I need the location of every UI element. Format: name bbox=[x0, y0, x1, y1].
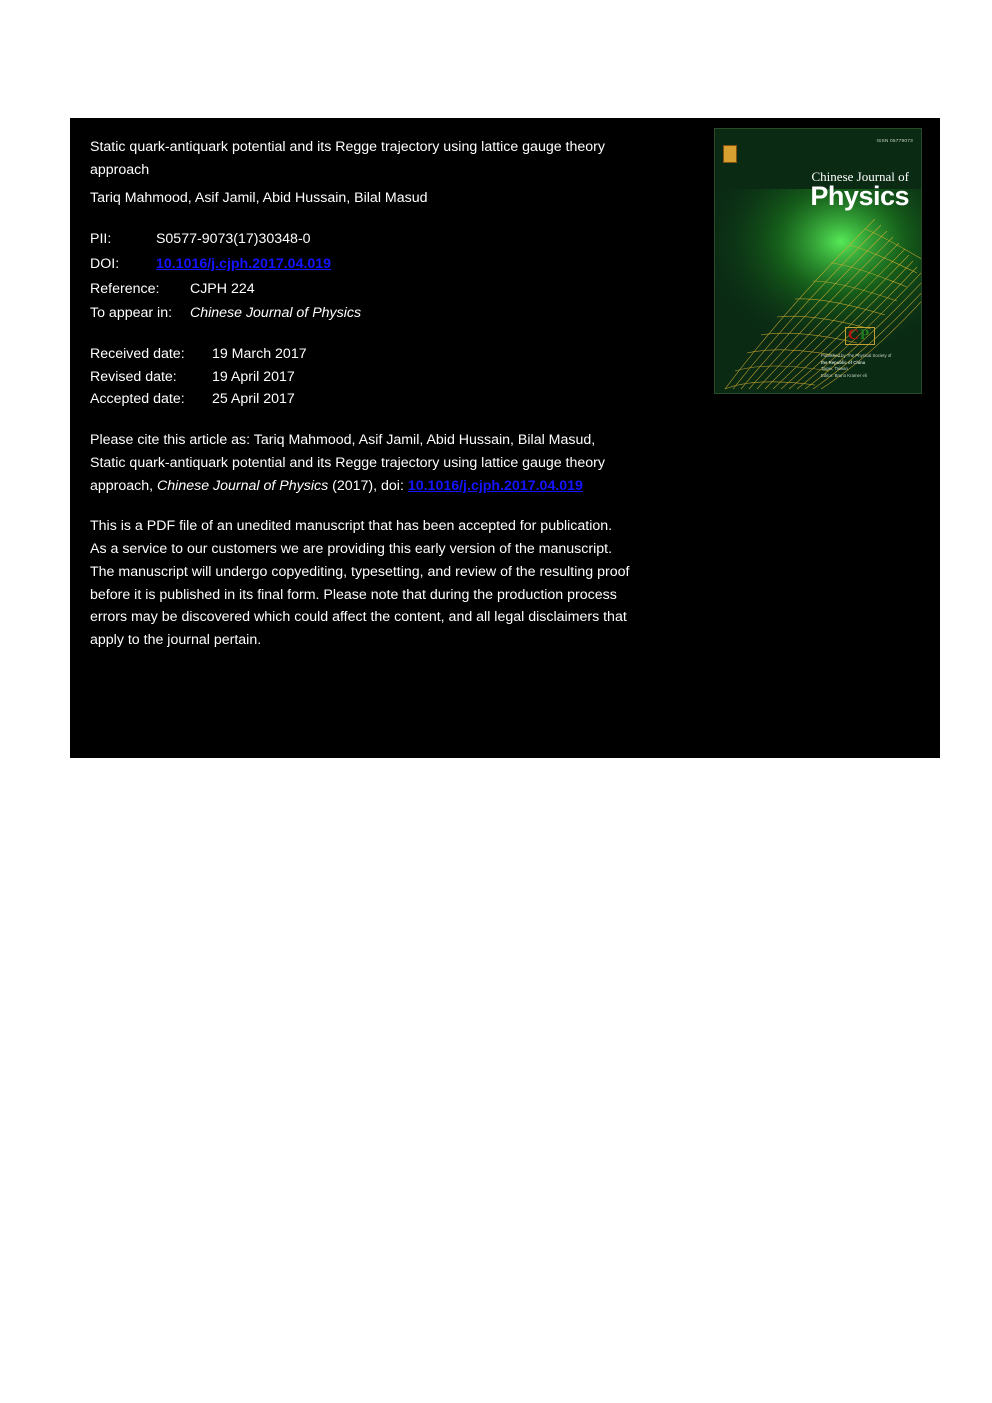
reference-label: Reference: bbox=[90, 278, 186, 301]
revised-date: 19 April 2017 bbox=[212, 369, 295, 385]
elsevier-logo-icon bbox=[723, 145, 737, 163]
appear-in-journal: Chinese Journal of Physics bbox=[190, 305, 361, 321]
reference-value: CJPH 224 bbox=[190, 281, 255, 297]
received-date: 19 March 2017 bbox=[212, 346, 307, 362]
disclaimer-text: This is a PDF file of an unedited manusc… bbox=[90, 515, 630, 651]
cp-logo-icon: CP bbox=[845, 327, 875, 345]
cover-journal-title: Chinese Journal of Physics bbox=[810, 169, 909, 212]
revised-label: Revised date: bbox=[90, 366, 208, 389]
accepted-manuscript-panel: ISSN 05779073 bbox=[70, 118, 940, 758]
accepted-date: 25 April 2017 bbox=[212, 391, 295, 407]
doi-label: DOI: bbox=[90, 253, 152, 276]
cite-doi-link[interactable]: 10.1016/j.cjph.2017.04.019 bbox=[408, 478, 583, 494]
journal-cover-thumbnail: ISSN 05779073 bbox=[714, 128, 922, 394]
doi-link[interactable]: 10.1016/j.cjph.2017.04.019 bbox=[156, 256, 331, 272]
dates-block: Received date: 19 March 2017 Revised dat… bbox=[90, 343, 630, 411]
pii-label: PII: bbox=[90, 228, 152, 251]
citation-block: Please cite this article as: Tariq Mahmo… bbox=[90, 429, 630, 497]
cite-prefix: Please cite this article as: bbox=[90, 432, 254, 448]
cover-publisher-block: Published by The Physical Society of the… bbox=[821, 353, 911, 379]
cover-pub-line1: Published by The Physical Society of bbox=[821, 353, 891, 358]
cover-issn: ISSN 05779073 bbox=[877, 139, 913, 144]
cite-authors: Tariq Mahmood, Asif Jamil, Abid Hussain,… bbox=[254, 432, 595, 448]
received-label: Received date: bbox=[90, 343, 208, 366]
appear-in-label: To appear in: bbox=[90, 302, 186, 325]
cite-journal: Chinese Journal of Physics bbox=[157, 478, 328, 494]
manuscript-authors: Tariq Mahmood, Asif Jamil, Abid Hussain,… bbox=[90, 187, 630, 210]
pii-value: S0577-9073(17)30348-0 bbox=[156, 231, 311, 247]
cite-year: (2017), doi: bbox=[328, 478, 408, 494]
accepted-label: Accepted date: bbox=[90, 388, 208, 411]
cover-pub-line4: Editor: Bruno Kramer eli bbox=[821, 373, 867, 378]
cover-pub-line3: Taipei, Taiwan bbox=[821, 366, 848, 371]
manuscript-title: Static quark-antiquark potential and its… bbox=[90, 136, 630, 181]
cover-title-big: Physics bbox=[810, 181, 909, 212]
manuscript-metadata-block: Static quark-antiquark potential and its… bbox=[90, 136, 630, 652]
